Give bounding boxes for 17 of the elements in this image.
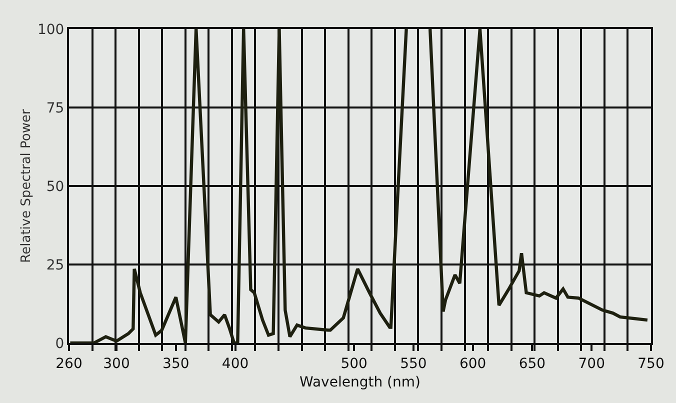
y-tick-label: 25 — [46, 257, 64, 274]
x-tick-label: 600 — [459, 356, 486, 372]
y-tick-label: 50 — [46, 178, 64, 195]
x-tick-label: 700 — [578, 356, 605, 372]
y-tick-label: 75 — [46, 100, 64, 116]
x-tick-label: 550 — [400, 356, 427, 372]
x-axis-title: Wavelength (nm) — [300, 374, 420, 391]
x-tick-label: 650 — [518, 356, 546, 372]
x-tick-label: 300 — [103, 356, 130, 372]
x-tick-label: 750 — [638, 356, 664, 372]
x-tick-label: 400 — [222, 356, 249, 372]
y-tick-label: 100 — [37, 22, 64, 38]
y-axis-title: Relative Spectral Power — [18, 108, 34, 263]
x-tick-label: 260 — [56, 356, 82, 372]
y-tick-label: 0 — [55, 336, 64, 352]
x-tick-label: 500 — [340, 356, 368, 372]
x-tick-label: 350 — [162, 356, 190, 372]
